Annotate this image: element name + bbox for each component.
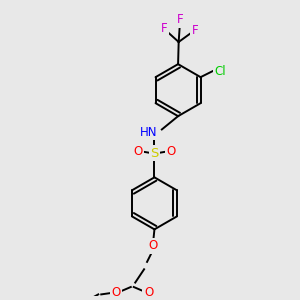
Text: HN: HN	[140, 126, 158, 139]
Text: O: O	[166, 145, 175, 158]
Text: Cl: Cl	[214, 65, 226, 78]
Text: O: O	[144, 286, 153, 299]
Text: O: O	[134, 145, 143, 158]
Text: F: F	[160, 22, 167, 35]
Text: F: F	[177, 13, 184, 26]
Text: O: O	[111, 286, 121, 299]
Text: O: O	[148, 239, 158, 252]
Text: S: S	[150, 147, 159, 160]
Text: F: F	[192, 24, 198, 37]
